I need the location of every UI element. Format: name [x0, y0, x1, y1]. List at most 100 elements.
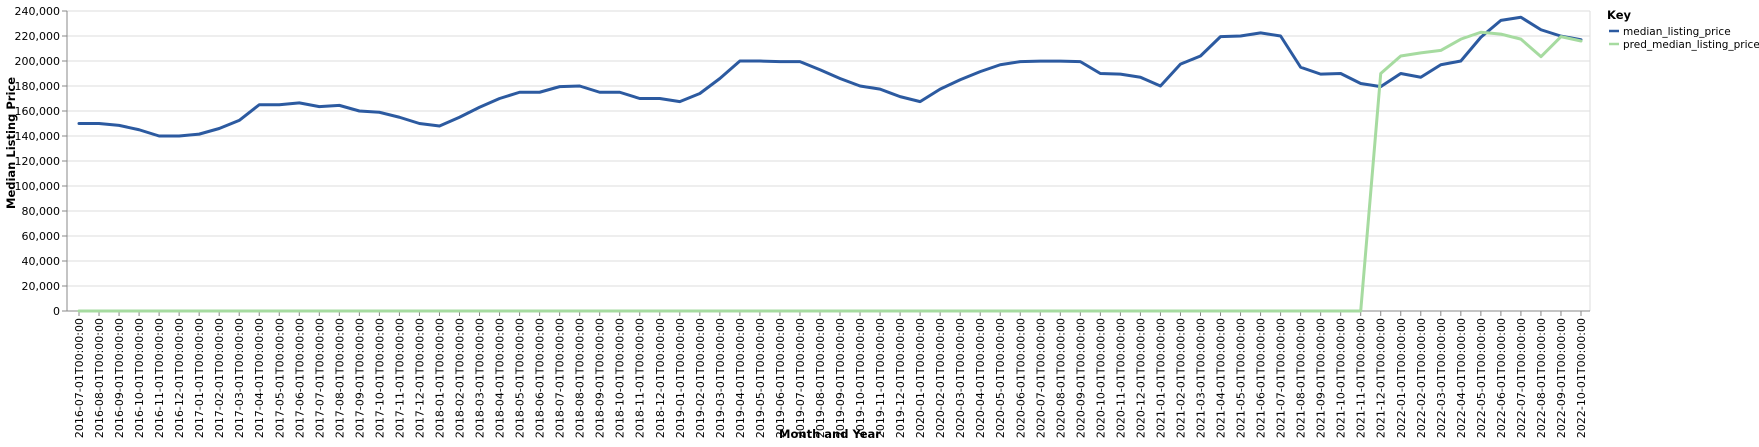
- x-tick-label: 2019-03-01T00:00:00: [714, 318, 727, 438]
- x-tick-label: 2017-05-01T00:00:00: [273, 318, 286, 438]
- x-tick-label: 2018-03-01T00:00:00: [474, 318, 487, 438]
- y-tick-label: 220,000: [15, 30, 61, 43]
- series-lines: [77, 15, 1583, 313]
- x-tick-label: 2019-11-01T00:00:00: [874, 318, 887, 438]
- gridlines: [67, 10, 1591, 312]
- x-tick-label: 2020-06-01T00:00:00: [1014, 318, 1027, 438]
- y-axis: 0 20,000 40,000 60,000 80,000 100,000 120,000 1…: [15, 5, 68, 318]
- x-tick-label: 2022-01-01T00:00:00: [1395, 318, 1408, 438]
- y-tick-label: 240,000: [15, 5, 61, 18]
- x-tick-label: 2021-04-01T00:00:00: [1215, 318, 1228, 438]
- y-tick-label: 180,000: [15, 80, 61, 93]
- x-tick-label: 2018-10-01T00:00:00: [614, 318, 627, 438]
- series-line-pred_median_listing_price: [77, 30, 1583, 313]
- x-tick-label: 2020-08-01T00:00:00: [1054, 318, 1067, 438]
- x-tick-label: 2021-03-01T00:00:00: [1194, 318, 1207, 438]
- x-tick-label: 2019-02-01T00:00:00: [694, 318, 707, 438]
- x-tick-label: 2016-12-01T00:00:00: [173, 318, 186, 438]
- x-tick-label: 2020-07-01T00:00:00: [1034, 318, 1047, 438]
- x-tick-label: 2017-08-01T00:00:00: [333, 318, 346, 438]
- x-tick-label: 2017-09-01T00:00:00: [353, 318, 366, 438]
- x-tick-label: 2018-08-01T00:00:00: [574, 318, 587, 438]
- y-tick-label: 100,000: [15, 180, 61, 193]
- x-tick-label: 2021-12-01T00:00:00: [1375, 318, 1388, 438]
- x-tick-label: 2018-06-01T00:00:00: [534, 318, 547, 438]
- x-tick-label: 2019-06-01T00:00:00: [774, 318, 787, 438]
- x-tick-label: 2016-11-01T00:00:00: [153, 318, 166, 438]
- y-tick-label: 120,000: [15, 155, 61, 168]
- x-tick-label: 2018-12-01T00:00:00: [654, 318, 667, 438]
- x-axis-title: Month and Year: [779, 427, 881, 441]
- x-axis: 2016-07-01T00:00:00 2016-08-01T00:00:00 20…: [67, 310, 1590, 438]
- x-tick-label: 2017-06-01T00:00:00: [293, 318, 306, 438]
- y-tick-label: 0: [53, 305, 60, 318]
- x-tick-label: 2017-12-01T00:00:00: [413, 318, 426, 438]
- x-tick-label: 2016-08-01T00:00:00: [93, 318, 106, 438]
- x-tick-label: 2020-12-01T00:00:00: [1134, 318, 1147, 438]
- x-tick-label: 2020-10-01T00:00:00: [1094, 318, 1107, 438]
- x-tick-label: 2018-11-01T00:00:00: [634, 318, 647, 438]
- x-tick-label: 2016-09-01T00:00:00: [113, 318, 126, 438]
- legend-label: median_listing_price: [1623, 26, 1731, 38]
- x-tick-label: 2019-07-01T00:00:00: [794, 318, 807, 438]
- x-tick-label: 2021-10-01T00:00:00: [1335, 318, 1348, 438]
- y-tick-label: 20,000: [22, 280, 61, 293]
- x-tick-label: 2020-09-01T00:00:00: [1074, 318, 1087, 438]
- x-tick-label: 2017-03-01T00:00:00: [233, 318, 246, 438]
- x-tick-label: 2017-02-01T00:00:00: [213, 318, 226, 438]
- x-tick-label: 2022-08-01T00:00:00: [1535, 318, 1548, 438]
- x-tick-label: 2022-05-01T00:00:00: [1475, 318, 1488, 438]
- x-tick-label: 2022-09-01T00:00:00: [1555, 318, 1568, 438]
- y-tick-label: 200,000: [15, 55, 61, 68]
- x-tick-label: 2021-01-01T00:00:00: [1154, 318, 1167, 438]
- x-tick-label: 2017-04-01T00:00:00: [253, 318, 266, 438]
- x-tick-label: 2018-04-01T00:00:00: [494, 318, 507, 438]
- series-line-median_listing_price: [77, 15, 1583, 138]
- x-tick-label: 2021-08-01T00:00:00: [1295, 318, 1308, 438]
- x-tick-label: 2022-03-01T00:00:00: [1435, 318, 1448, 438]
- x-tick-label: 2017-10-01T00:00:00: [373, 318, 386, 438]
- x-tick-label: 2018-05-01T00:00:00: [514, 318, 527, 438]
- x-tick-label: 2019-05-01T00:00:00: [754, 318, 767, 438]
- legend-label: pred_median_listing_price: [1623, 39, 1759, 51]
- x-tick-label: 2021-05-01T00:00:00: [1235, 318, 1248, 438]
- x-tick-label: 2020-04-01T00:00:00: [974, 318, 987, 438]
- x-tick-label: 2019-09-01T00:00:00: [834, 318, 847, 438]
- x-tick-label: 2020-02-01T00:00:00: [934, 318, 947, 438]
- x-tick-label: 2021-07-01T00:00:00: [1275, 318, 1288, 438]
- x-tick-label: 2021-02-01T00:00:00: [1174, 318, 1187, 438]
- x-tick-label: 2016-07-01T00:00:00: [73, 318, 86, 438]
- x-tick-label: 2017-07-01T00:00:00: [313, 318, 326, 438]
- x-tick-label: 2017-11-01T00:00:00: [393, 318, 406, 438]
- x-tick-label: 2019-12-01T00:00:00: [894, 318, 907, 438]
- x-tick-label: 2022-02-01T00:00:00: [1415, 318, 1428, 438]
- x-tick-label: 2019-04-01T00:00:00: [734, 318, 747, 438]
- x-tick-label: 2019-08-01T00:00:00: [814, 318, 827, 438]
- x-tick-label: 2020-11-01T00:00:00: [1114, 318, 1127, 438]
- x-tick-label: 2022-07-01T00:00:00: [1515, 318, 1528, 438]
- legend: Key median_listing_pricepred_median_list…: [1607, 8, 1759, 51]
- y-tick-label: 140,000: [15, 130, 61, 143]
- legend-title: Key: [1607, 8, 1632, 22]
- y-tick-label: 60,000: [22, 230, 61, 243]
- x-tick-label: 2016-10-01T00:00:00: [133, 318, 146, 438]
- x-tick-label: 2017-01-01T00:00:00: [193, 318, 206, 438]
- x-tick-label: 2022-10-01T00:00:00: [1575, 318, 1588, 438]
- x-tick-label: 2021-11-01T00:00:00: [1355, 318, 1368, 438]
- x-tick-label: 2019-01-01T00:00:00: [674, 318, 687, 438]
- x-tick-label: 2018-02-01T00:00:00: [454, 318, 467, 438]
- x-tick-label: 2020-03-01T00:00:00: [954, 318, 967, 438]
- x-tick-label: 2019-10-01T00:00:00: [854, 318, 867, 438]
- x-tick-label: 2021-06-01T00:00:00: [1255, 318, 1268, 438]
- x-tick-label: 2020-05-01T00:00:00: [994, 318, 1007, 438]
- x-tick-label: 2021-09-01T00:00:00: [1315, 318, 1328, 438]
- y-axis-title: Median Listing Price: [4, 77, 18, 209]
- x-tick-label: 2018-07-01T00:00:00: [554, 318, 567, 438]
- x-tick-label: 2020-01-01T00:00:00: [914, 318, 927, 438]
- y-tick-label: 80,000: [22, 205, 61, 218]
- y-tick-label: 160,000: [15, 105, 61, 118]
- x-tick-label: 2022-04-01T00:00:00: [1455, 318, 1468, 438]
- x-tick-label: 2018-01-01T00:00:00: [433, 318, 446, 438]
- x-tick-label: 2022-06-01T00:00:00: [1495, 318, 1508, 438]
